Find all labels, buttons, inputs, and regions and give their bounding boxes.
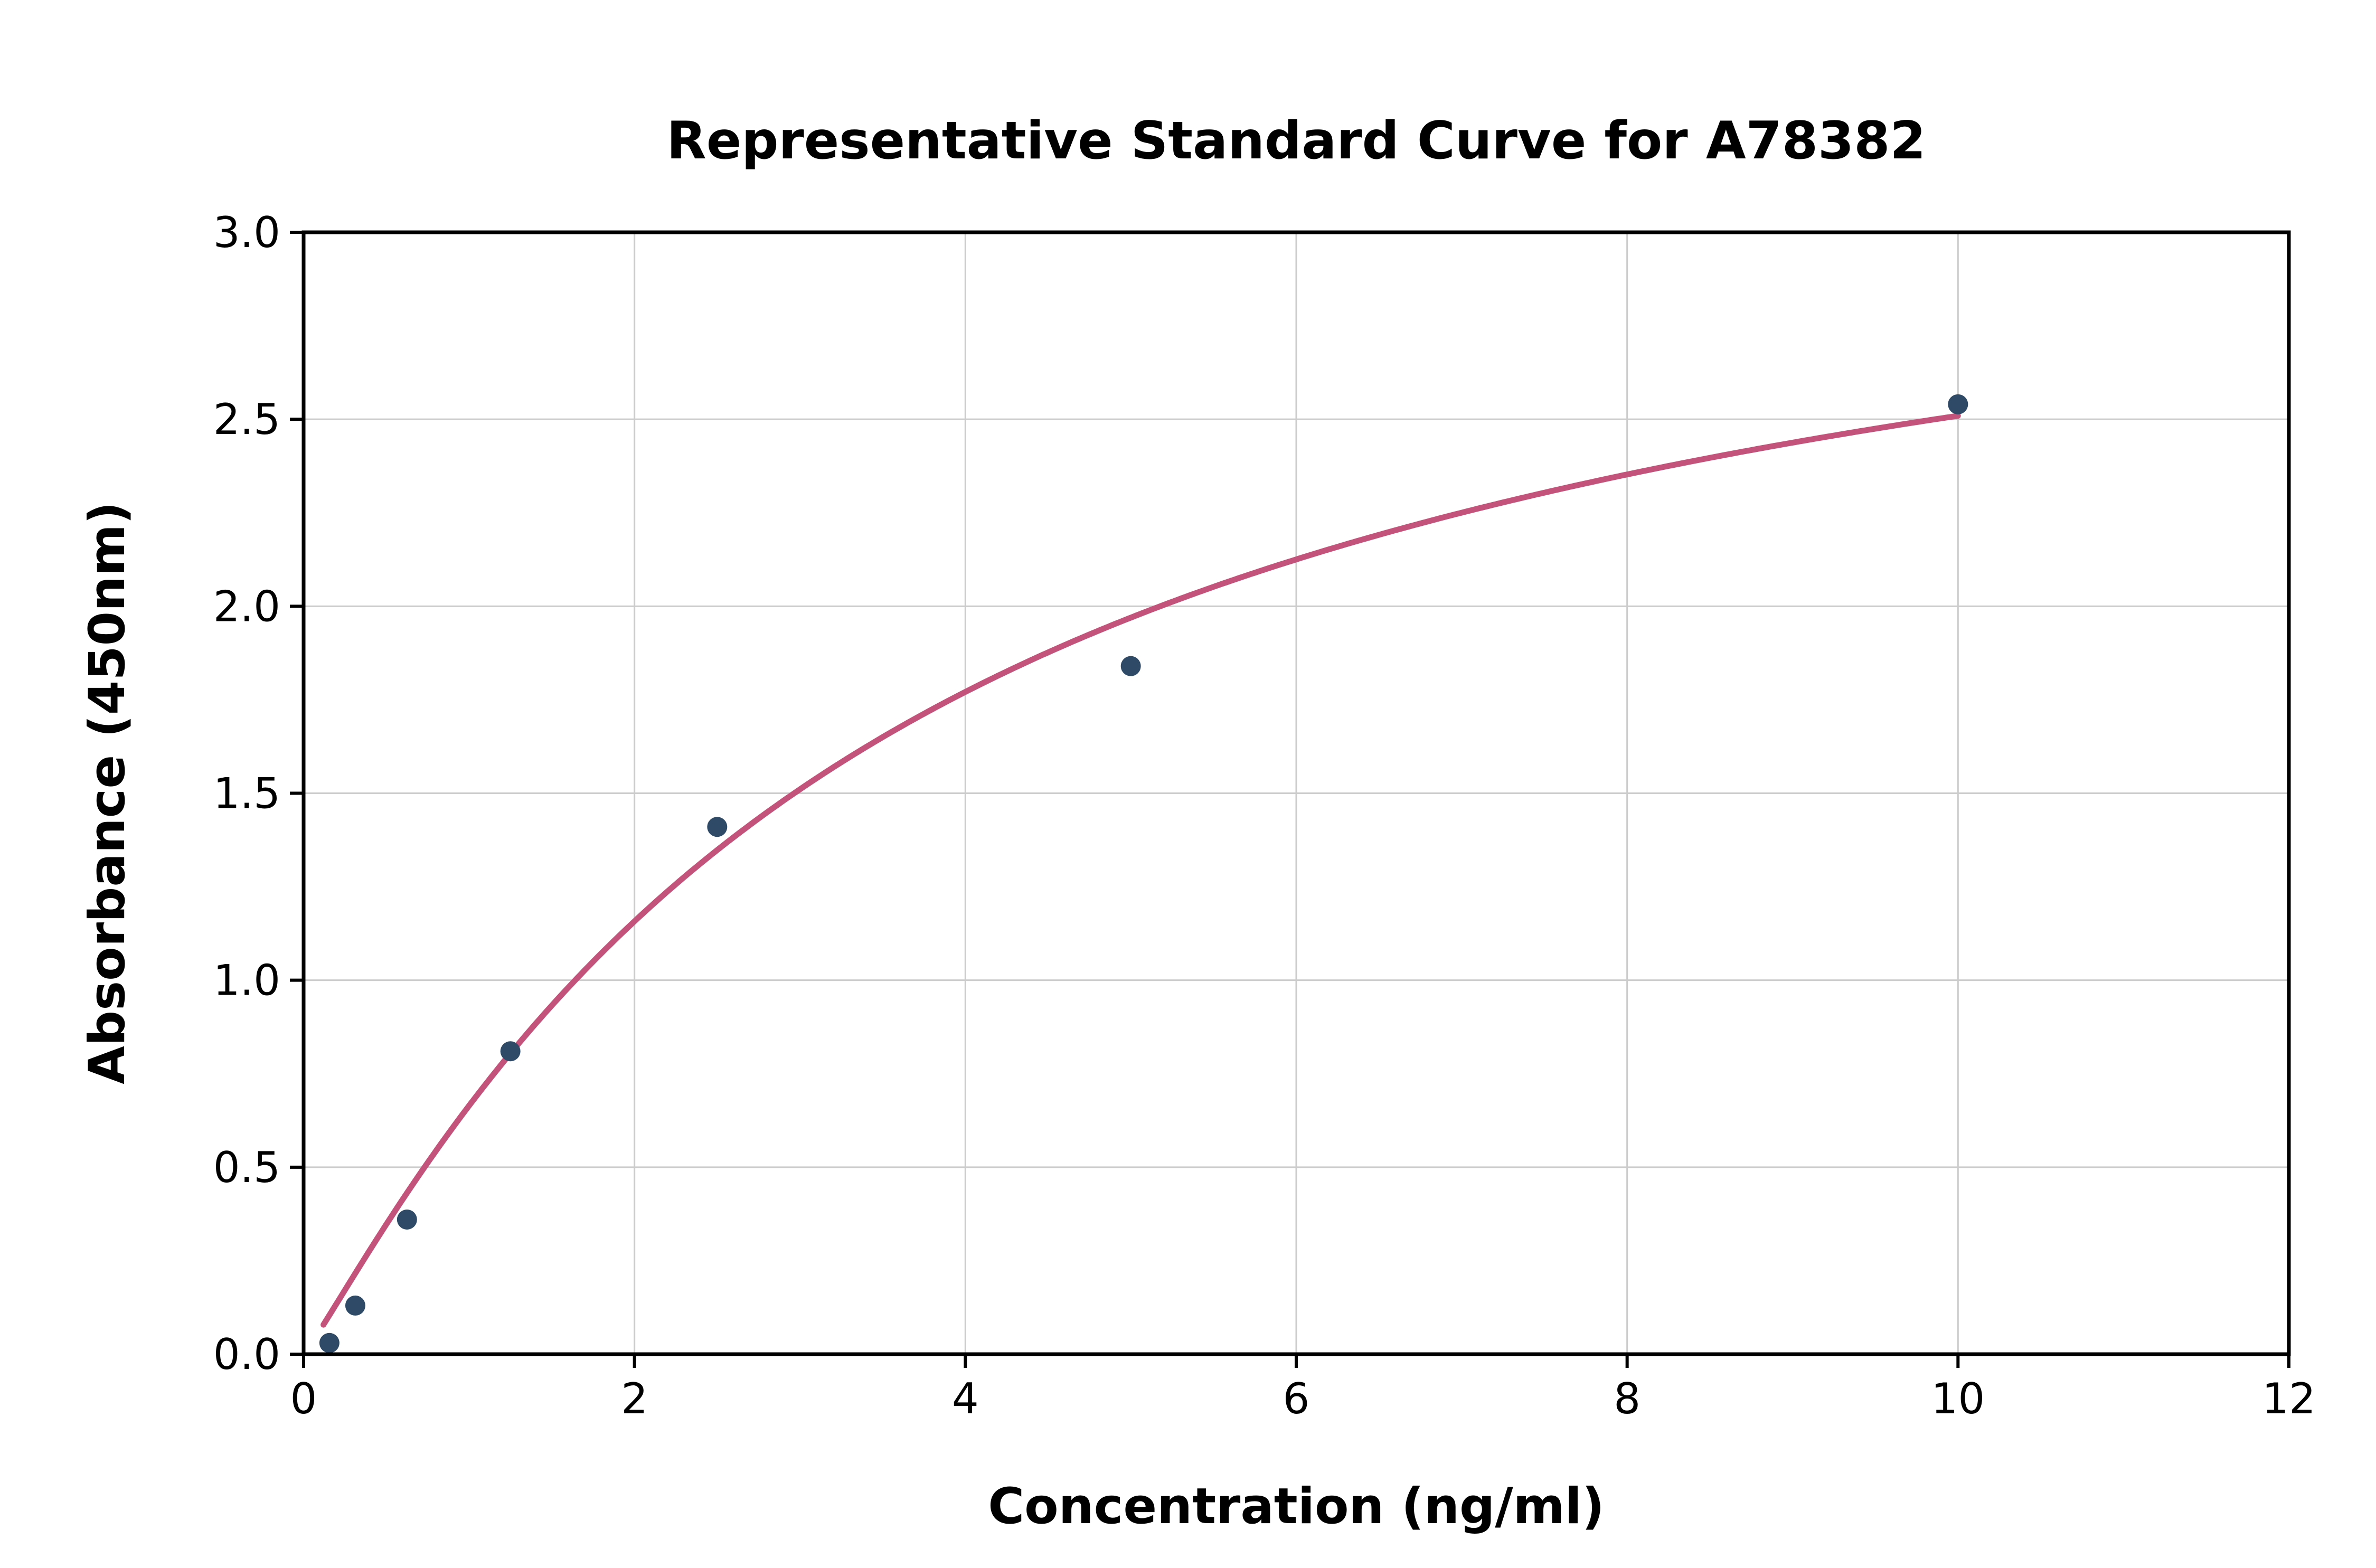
data-point: [1120, 656, 1141, 676]
y-tick-label: 0.5: [213, 1143, 280, 1192]
data-point: [500, 1041, 521, 1062]
axes: 0 2 4 6 8 10 12 0.0 0.5 1.0 1.5 2.0 2.5 3.0: [213, 208, 2316, 1423]
y-tick-label: 1.0: [213, 956, 280, 1005]
data-point: [345, 1295, 365, 1316]
x-tick-label: 10: [1931, 1374, 1985, 1423]
fitted-curve: [320, 413, 1961, 1328]
y-tick-label: 2.5: [213, 395, 280, 444]
data-point: [1948, 394, 1968, 414]
x-tick-label: 0: [290, 1374, 317, 1423]
x-tick-label: 4: [952, 1374, 979, 1423]
chart-title: Representative Standard Curve for A78382: [666, 111, 1926, 171]
y-tick-label: 2.0: [213, 582, 280, 631]
x-tick-label: 6: [1283, 1374, 1310, 1423]
y-tick-label: 3.0: [213, 208, 280, 257]
x-tick-label: 2: [621, 1374, 648, 1423]
plot-area: 0 2 4 6 8 10 12 0.0 0.5 1.0 1.5 2.0 2.5 3.0: [213, 208, 2316, 1423]
x-tick-label: 8: [1614, 1374, 1640, 1423]
data-point: [707, 817, 728, 837]
x-tick-label: 12: [2262, 1374, 2316, 1423]
gridlines: [303, 231, 2290, 1355]
y-axis-label: Absorbance (450nm): [79, 502, 136, 1084]
data-points: [319, 394, 1968, 1353]
y-tick-label: 1.5: [213, 769, 280, 818]
x-axis-label: Concentration (ng/ml): [988, 1478, 1605, 1535]
data-point: [397, 1210, 417, 1230]
data-point: [319, 1333, 340, 1353]
y-tick-label: 0.0: [213, 1330, 280, 1379]
